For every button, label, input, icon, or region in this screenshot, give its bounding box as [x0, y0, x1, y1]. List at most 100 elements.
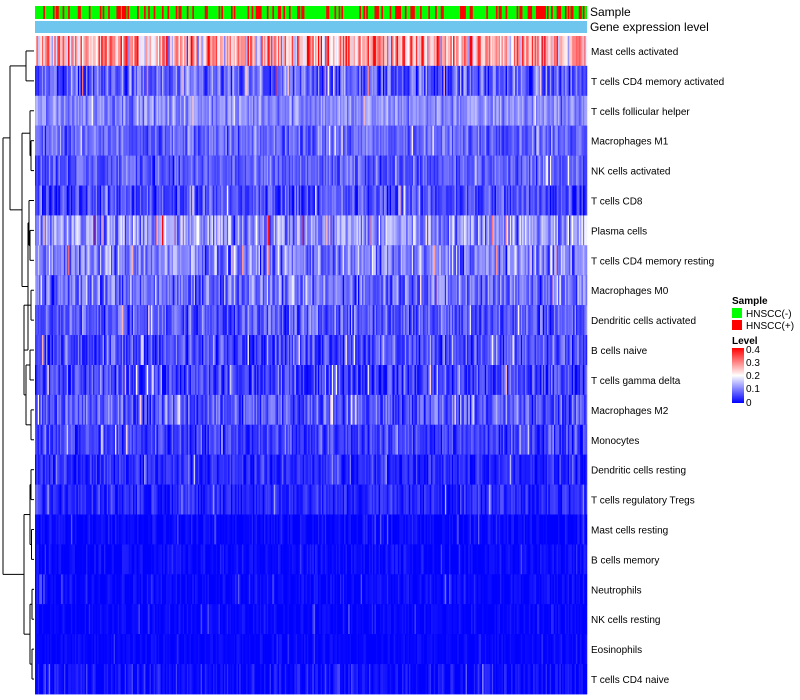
heatmap-cell [562, 95, 564, 127]
heatmap-cell [455, 95, 458, 127]
heatmap-cell [157, 36, 160, 67]
heatmap-cell [217, 36, 219, 67]
heatmap-cell [112, 95, 114, 127]
heatmap-cell [359, 155, 361, 186]
heatmap-cell [186, 155, 189, 186]
heatmap-cell [276, 365, 279, 396]
heatmap-cell [360, 65, 363, 97]
heatmap-cell [529, 245, 531, 276]
heatmap-cell [569, 335, 571, 366]
heatmap-cell [393, 185, 396, 216]
heatmap-cell [353, 335, 356, 366]
heatmap-cell [226, 335, 229, 366]
heatmap-cell [582, 155, 585, 186]
heatmap-cell [95, 185, 98, 216]
heatmap-cell [566, 245, 568, 276]
heatmap-cell [346, 365, 349, 396]
heatmap-cell [237, 215, 240, 246]
heatmap-cell [144, 215, 146, 246]
sample-positive-tick [179, 6, 182, 19]
heatmap-cell [182, 36, 185, 67]
heatmap-cell [444, 65, 447, 97]
sample-positive-tick [469, 6, 472, 19]
heatmap-cell [326, 275, 328, 306]
heatmap-cell [475, 275, 477, 306]
heatmap-cell [73, 335, 76, 366]
heatmap-cell [392, 275, 395, 306]
heatmap-cell [551, 215, 553, 246]
heatmap-cell [328, 305, 331, 336]
heatmap-cell [229, 125, 232, 156]
heatmap-cell [567, 275, 570, 306]
heatmap-cell [248, 155, 251, 186]
heatmap-cell [90, 305, 92, 336]
heatmap-cell [304, 275, 306, 306]
heatmap-cell [571, 335, 574, 366]
sample-positive-tick [119, 6, 121, 19]
heatmap-cell [380, 185, 382, 216]
heatmap-cell [421, 155, 424, 186]
heatmap-cell [545, 95, 548, 127]
heatmap-cell [417, 125, 419, 156]
heatmap-cell [490, 215, 493, 246]
heatmap-cell [420, 65, 422, 97]
heatmap-cell [418, 215, 421, 246]
heatmap-cell [450, 125, 453, 156]
heatmap-cell [164, 275, 167, 306]
heatmap-cell [235, 365, 237, 396]
heatmap-cell [287, 155, 290, 186]
heatmap-cell [149, 95, 152, 127]
heatmap-cell [167, 155, 170, 186]
heatmap-cell [104, 245, 106, 276]
heatmap-cell [392, 185, 395, 216]
sample-positive-tick [77, 6, 80, 19]
heatmap-cell [385, 36, 388, 67]
heatmap-cell [222, 245, 225, 276]
heatmap-cell [520, 125, 523, 156]
heatmap-cell [163, 65, 165, 97]
heatmap-cell [141, 305, 143, 336]
heatmap-cell [149, 36, 152, 67]
heatmap-cell [308, 215, 310, 246]
heatmap-cell [331, 335, 334, 366]
heatmap-cell [580, 36, 582, 67]
heatmap-cell [81, 275, 84, 306]
heatmap-cell [535, 365, 538, 396]
sample-positive-tick [204, 6, 207, 19]
heatmap-cell [338, 95, 341, 127]
heatmap-cell [353, 125, 356, 156]
heatmap-cell [429, 275, 432, 306]
heatmap-cell [413, 65, 415, 97]
heatmap-cell [522, 335, 524, 366]
heatmap-cell [368, 305, 371, 336]
heatmap-cell [157, 335, 160, 366]
heatmap-cell [224, 215, 226, 246]
heatmap-cell [433, 155, 436, 186]
heatmap-cell [540, 65, 542, 97]
heatmap-cell [328, 215, 331, 246]
heatmap-cell [57, 305, 59, 336]
heatmap-cell [247, 275, 250, 306]
heatmap-cell [83, 365, 85, 396]
sample-positive-tick [544, 6, 546, 19]
heatmap-cell [95, 305, 98, 336]
heatmap-cell [373, 36, 375, 67]
heatmap-cell [250, 245, 252, 276]
heatmap-cell [342, 125, 345, 156]
heatmap-cell [506, 365, 509, 396]
heatmap-cell [395, 365, 397, 396]
heatmap-cell [108, 125, 110, 156]
heatmap-cell [52, 365, 55, 396]
heatmap-cell [54, 365, 56, 396]
heatmap-cell [320, 365, 323, 396]
heatmap-cell [259, 215, 262, 246]
heatmap-cell [146, 305, 149, 336]
heatmap-cell [101, 275, 103, 306]
heatmap-cell [399, 245, 401, 276]
heatmap-cell [316, 95, 319, 127]
heatmap-cell [163, 335, 165, 366]
heatmap-cell [156, 95, 159, 127]
heatmap-cell [181, 36, 183, 67]
heatmap-cell [378, 335, 381, 366]
heatmap-cell [94, 185, 96, 216]
